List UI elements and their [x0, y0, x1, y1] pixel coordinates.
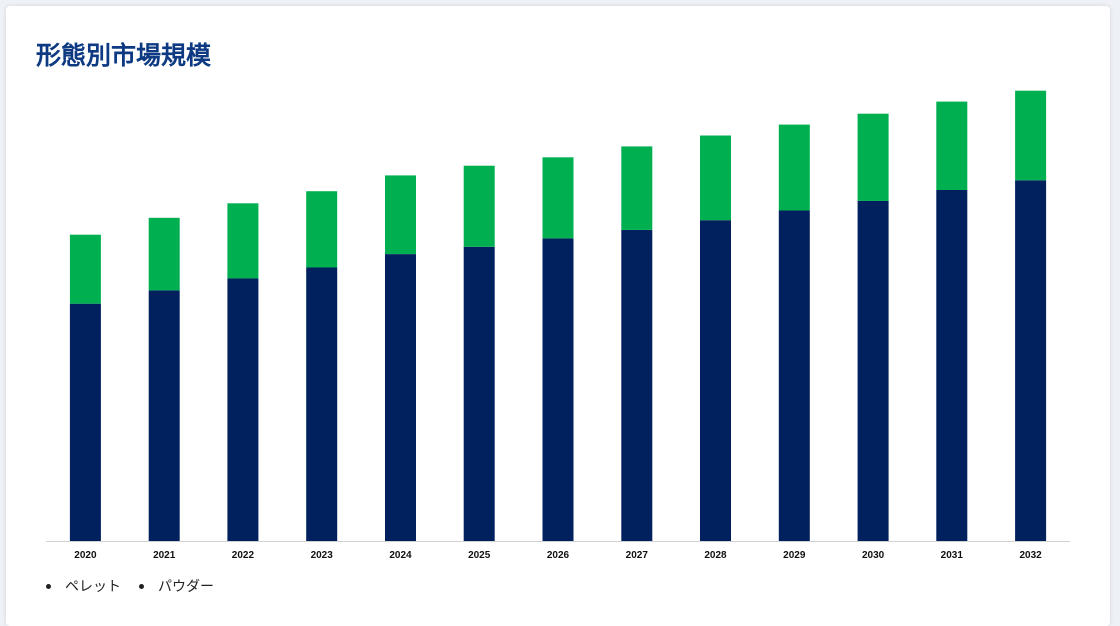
bar-pellet-2023[interactable] [306, 267, 338, 541]
bar-powder-2028[interactable] [700, 135, 731, 221]
legend-item-powder[interactable]: パウダー [139, 576, 214, 596]
bar-powder-2022[interactable] [227, 203, 259, 279]
bar-pellet-2027[interactable] [621, 229, 653, 541]
x-tick-label: 2026 [547, 550, 570, 561]
bar-pellet-2021[interactable] [148, 290, 180, 541]
x-tick-label: 2027 [626, 550, 649, 561]
x-tick-label: 2022 [232, 550, 255, 561]
legend-item-pellet[interactable]: ペレット [46, 576, 121, 596]
bar-powder-2020[interactable] [69, 234, 101, 304]
bar-powder-2031[interactable] [936, 101, 968, 190]
x-tick-label: 2023 [311, 550, 334, 561]
x-tick-label: 2032 [1019, 550, 1042, 561]
bar-pellet-2029[interactable] [778, 210, 810, 542]
x-tick-label: 2031 [941, 550, 964, 561]
chart-legend: ペレット パウダー [46, 576, 214, 596]
x-tick-label: 2024 [389, 550, 412, 561]
stacked-bar-chart: 2020 2021 2022 2023 2024 2025 2026 2027 2028 2029… [46, 90, 1070, 561]
chart-title: 形態別市場規模 [36, 41, 212, 70]
bar-pellet-2024[interactable] [385, 254, 416, 541]
bar-powder-2030[interactable] [857, 113, 889, 201]
bar-pellet-2022[interactable] [227, 278, 259, 541]
bar-pellet-2020[interactable] [69, 303, 101, 541]
x-tick-label: 2030 [862, 550, 885, 561]
x-tick-label: 2020 [74, 550, 97, 561]
x-tick-label: 2028 [704, 550, 727, 561]
bar-pellet-2030[interactable] [857, 200, 889, 542]
x-tick-label: 2025 [468, 550, 491, 561]
bar-pellet-2025[interactable] [463, 246, 495, 542]
bar-powder-2025[interactable] [463, 165, 495, 247]
bar-pellet-2026[interactable] [542, 238, 574, 541]
bar-pellet-2028[interactable] [700, 220, 731, 541]
x-tick-label: 2029 [783, 550, 806, 561]
bar-powder-2021[interactable] [148, 217, 180, 291]
bar-powder-2029[interactable] [778, 124, 810, 211]
bar-powder-2026[interactable] [542, 157, 574, 239]
bar-pellet-2032[interactable] [1015, 180, 1047, 542]
x-tick-label: 2021 [153, 550, 176, 561]
bar-powder-2027[interactable] [621, 146, 653, 230]
bar-powder-2023[interactable] [306, 191, 338, 268]
chart-card: 形態別市場規模 2020 2021 2022 2023 2024 2025 2026 2027… [6, 6, 1110, 626]
bar-powder-2024[interactable] [385, 175, 416, 255]
bar-powder-2032[interactable] [1015, 90, 1047, 181]
bar-pellet-2031[interactable] [936, 189, 968, 541]
